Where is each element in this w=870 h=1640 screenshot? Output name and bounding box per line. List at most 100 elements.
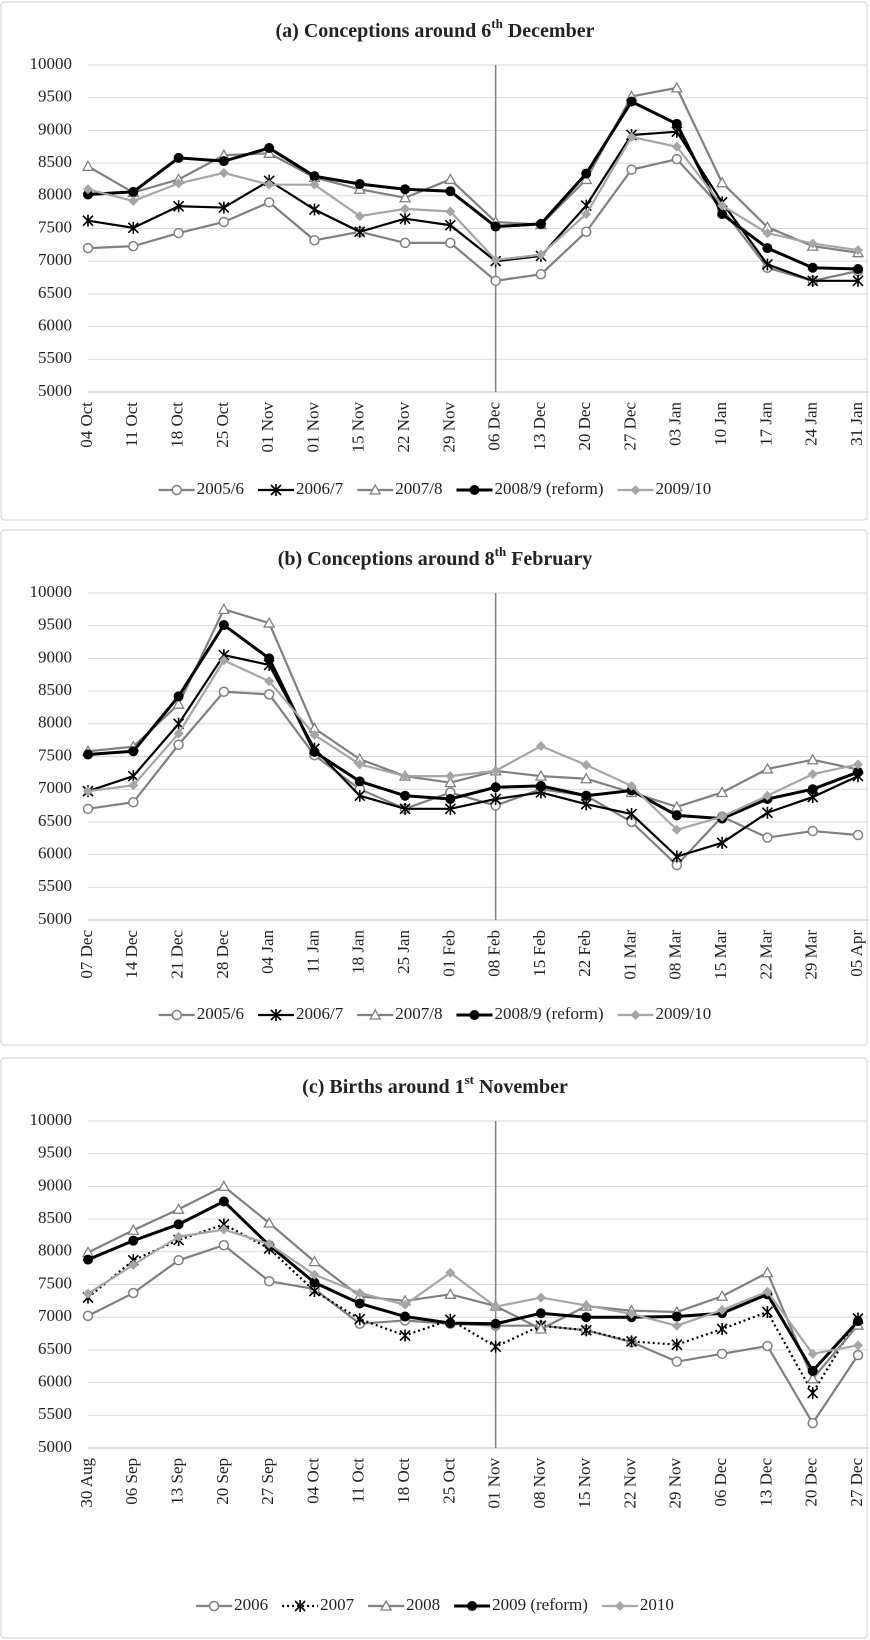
y-tick-label: 7500 [38, 217, 72, 236]
legend-item: 2007/8 [357, 479, 442, 498]
legend-marker [467, 1601, 478, 1611]
marker [128, 1287, 139, 1299]
marker [852, 829, 864, 841]
chart-title: (b) Conceptions around 8th February [278, 544, 593, 570]
marker [535, 249, 546, 260]
marker [762, 1286, 773, 1297]
legend-item: 2007 [282, 1595, 355, 1614]
marker [671, 1320, 682, 1331]
marker [445, 237, 456, 249]
legend-label: 2006/7 [296, 1004, 344, 1023]
series-line [87, 1228, 859, 1356]
y-tick-label: 6500 [38, 811, 72, 830]
x-tick-label: 01 Feb [439, 930, 458, 977]
legend-label: 2006 [234, 1595, 268, 1614]
legend-marker [208, 1600, 220, 1612]
legend-label: 2009/10 [656, 479, 712, 498]
marker [853, 759, 863, 770]
marker [716, 1289, 729, 1301]
legend-label: 2008/9 (reform) [494, 479, 603, 498]
y-tick-label: 5500 [38, 348, 72, 367]
x-tick-label: 25 Oct [439, 1458, 458, 1504]
marker [490, 765, 501, 776]
legend-marker [469, 1010, 480, 1020]
marker [218, 655, 229, 666]
marker [807, 274, 819, 287]
marker [761, 1305, 773, 1318]
legend-marker [369, 1008, 382, 1020]
y-tick-label: 6000 [38, 1372, 72, 1391]
marker [173, 200, 185, 213]
x-tick-label: 06 Sep [122, 1458, 141, 1505]
marker [127, 770, 139, 783]
marker [128, 780, 139, 791]
marker [535, 780, 546, 791]
y-tick-label: 5500 [38, 876, 72, 895]
x-tick-label: 10 Jan [711, 402, 730, 446]
marker [263, 1275, 275, 1287]
marker [400, 771, 411, 782]
marker [445, 794, 456, 805]
marker [218, 156, 229, 167]
y-tick-label: 7000 [38, 250, 72, 269]
legend-label: 2008/9 (reform) [494, 1004, 603, 1023]
marker [852, 274, 864, 287]
marker [671, 1311, 682, 1322]
marker [761, 806, 773, 819]
legend-item: 2006/7 [257, 1004, 344, 1023]
marker [354, 225, 366, 238]
marker [670, 81, 683, 93]
y-tick-label: 9500 [38, 87, 72, 106]
marker [626, 164, 637, 175]
y-tick-label: 8500 [38, 680, 72, 699]
marker [308, 1255, 321, 1267]
y-tick-label: 9000 [38, 119, 72, 138]
chart-title: (c) Births around 1st November [302, 1072, 568, 1098]
legend-label: 2005/6 [197, 1004, 244, 1023]
marker [626, 780, 637, 791]
marker [128, 240, 139, 252]
marker [671, 1338, 683, 1351]
x-tick-label: 01 Mar [620, 930, 639, 980]
y-tick-label: 7000 [38, 1306, 72, 1325]
marker [309, 746, 320, 757]
series-line [87, 1185, 859, 1381]
x-tick-label: 22 Nov [620, 1458, 639, 1509]
marker [399, 237, 411, 249]
x-tick-label: 14 Dec [122, 930, 141, 979]
y-tick-label: 9500 [38, 1143, 72, 1162]
x-tick-label: 21 Dec [167, 930, 186, 979]
marker [716, 176, 729, 188]
marker [173, 1219, 184, 1230]
marker [852, 1349, 864, 1361]
y-tick-label: 5500 [38, 1404, 72, 1423]
marker [354, 1288, 365, 1299]
marker [535, 1292, 546, 1303]
y-tick-label: 9000 [38, 647, 72, 666]
marker [83, 1254, 93, 1265]
marker [490, 221, 501, 232]
x-tick-label: 30 Aug [77, 1458, 96, 1508]
marker [853, 767, 863, 778]
x-tick-label: 25 Oct [213, 402, 232, 448]
x-tick-label: 15 Mar [711, 930, 730, 980]
marker [671, 1356, 683, 1367]
x-tick-label: 04 Oct [77, 402, 96, 448]
marker [806, 753, 819, 765]
x-tick-label: 27 Sep [258, 1458, 277, 1505]
legend-item: 2009/10 [617, 479, 712, 498]
marker [534, 1322, 548, 1334]
marker [218, 167, 229, 178]
y-tick-label: 8500 [38, 152, 72, 171]
x-tick-label: 13 Sep [167, 1458, 186, 1505]
x-tick-label: 27 Dec [847, 1458, 866, 1507]
panel-border [0, 1057, 868, 1639]
marker [128, 797, 139, 808]
legend-item: 2006 [196, 1595, 268, 1614]
y-tick-label: 7500 [38, 745, 72, 764]
marker [671, 141, 682, 152]
legend-item: 2010 [601, 1595, 674, 1614]
marker [309, 1277, 320, 1288]
legend-label: 2008 [406, 1595, 440, 1614]
marker [716, 1348, 728, 1360]
